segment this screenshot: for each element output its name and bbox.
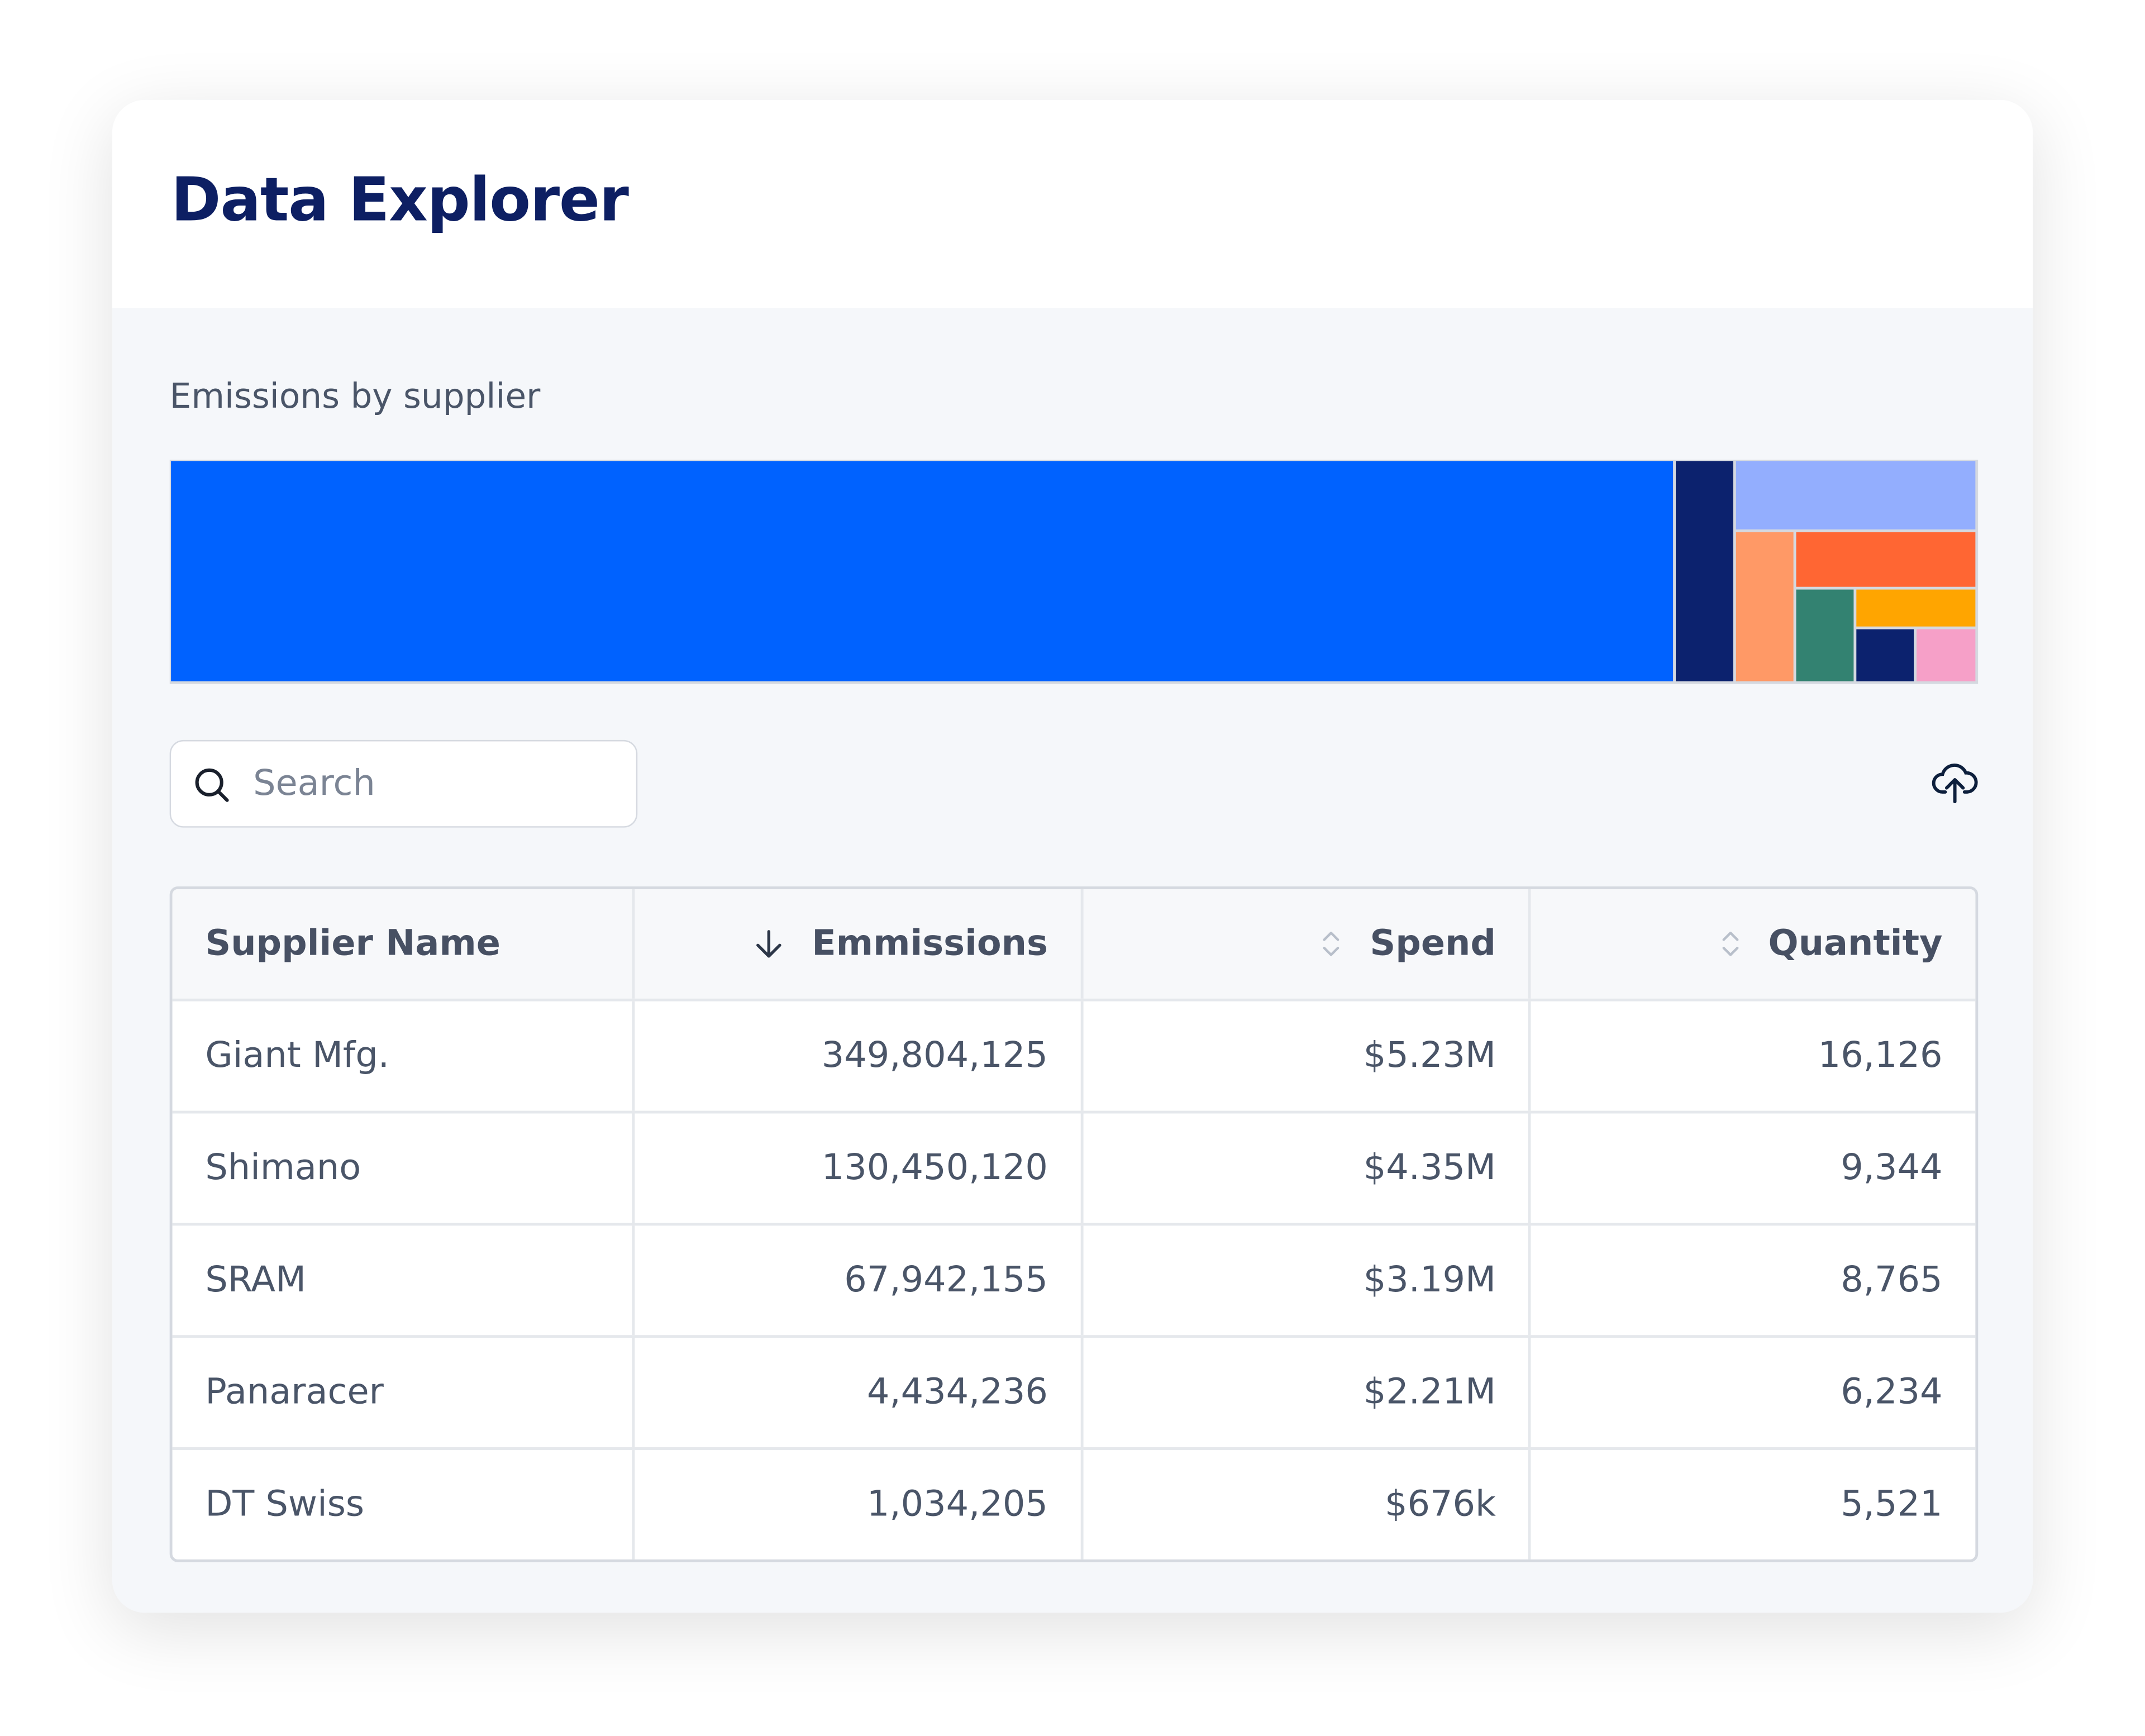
table-cell: 349,804,125 — [632, 1001, 1081, 1111]
column-label: Supplier Name — [205, 923, 500, 965]
table-cell: DT Swiss — [205, 1484, 365, 1525]
table-cell: 1,034,205 — [632, 1449, 1081, 1559]
column-header: Supplier Name — [173, 889, 633, 999]
table-cell: Shimano — [205, 1147, 361, 1189]
column-label: Quantity — [1768, 923, 1943, 965]
table-row: Shimano 130,450,120 $4.35M 9,344 — [172, 1110, 1976, 1223]
header: Data Explorer — [112, 99, 2033, 308]
treemap — [169, 459, 1979, 684]
search-placeholder: Search — [253, 763, 375, 805]
column-header[interactable]: Quantity — [1528, 889, 1976, 999]
table-cell: $5.23M — [1080, 1001, 1529, 1111]
column-label: Emmissions — [812, 923, 1048, 965]
sort-desc-icon — [757, 930, 782, 958]
table-cell: $4.35M — [1080, 1113, 1529, 1223]
table-cell: $2.21M — [1080, 1338, 1529, 1448]
table-cell: $676k — [1080, 1449, 1529, 1559]
search-icon — [195, 768, 229, 802]
table-cell: 67,942,155 — [632, 1225, 1081, 1336]
page-title: Data Explorer — [171, 165, 629, 236]
search-box[interactable]: Search — [169, 740, 638, 828]
table-cell: 5,521 — [1528, 1449, 1976, 1559]
table-cell: 16,126 — [1528, 1001, 1976, 1111]
sort-icon — [1722, 932, 1738, 956]
table-cell: Giant Mfg. — [205, 1035, 390, 1077]
table-cell: 6,234 — [1528, 1338, 1976, 1448]
table-row: SRAM 67,942,155 $3.19M 8,765 — [172, 1223, 1976, 1336]
card: Data Explorer Emissions by supplier Sear… — [112, 99, 2033, 1613]
table-cell: SRAM — [205, 1260, 306, 1301]
table-row: Panaracer 4,434,236 $2.21M 6,234 — [172, 1335, 1976, 1448]
table-cell: 130,450,120 — [632, 1113, 1081, 1223]
sort-icon — [1323, 932, 1340, 956]
treemap-title: Emissions by supplier — [169, 376, 541, 416]
table-cell: Panaracer — [205, 1372, 384, 1413]
upload-button[interactable] — [1932, 762, 1978, 805]
table-row: Giant Mfg. 349,804,125 $5.23M 16,126 — [172, 998, 1976, 1111]
table-cell: 9,344 — [1528, 1113, 1976, 1223]
header-row: Supplier Name Emmissions Spend Quantity — [172, 889, 1976, 999]
column-label: Spend — [1370, 923, 1496, 965]
table-cell: $3.19M — [1080, 1225, 1529, 1336]
table-cell: 4,434,236 — [632, 1338, 1081, 1448]
table-row: DT Swiss 1,034,205 $676k 5,521 — [172, 1447, 1976, 1559]
data-table: Supplier Name Emmissions Spend Quantity Gian… — [169, 886, 1979, 1562]
column-header[interactable]: Emmissions — [632, 889, 1081, 999]
column-header[interactable]: Spend — [1080, 889, 1529, 999]
table-cell: 8,765 — [1528, 1225, 1976, 1336]
